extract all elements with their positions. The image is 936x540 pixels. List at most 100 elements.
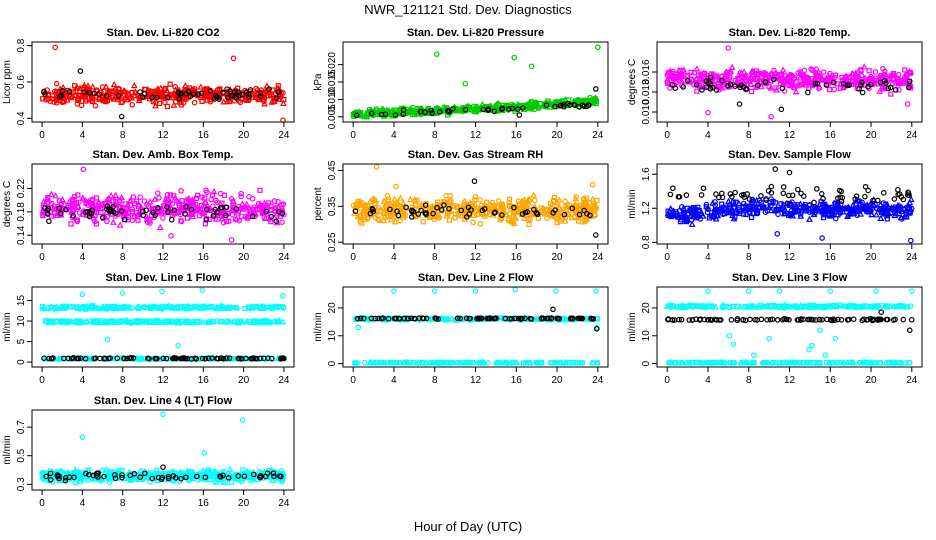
data-point [449,202,457,209]
data-point [52,192,59,199]
x-tick-label: 4 [391,375,397,386]
data-point [589,316,596,322]
data-point [196,213,203,219]
outlier-point [175,342,181,349]
data-point [368,110,375,117]
data-point [699,87,705,93]
data-point [578,202,586,209]
data-point [829,359,836,366]
y-tick-label: 15 [16,295,27,307]
y-tick-label: 1.2 [641,201,652,215]
y-tick-label: 20 [641,302,652,314]
data-point [861,358,869,366]
data-point [164,204,170,210]
data-point [819,199,827,207]
data-point [387,206,393,213]
data-point [580,195,587,202]
panel-title: Stan. Dev. Li-820 Temp. [729,27,851,39]
data-point [107,192,115,199]
data-point [176,200,182,206]
data-point [160,355,167,362]
data-point [378,315,385,322]
x-tick-label: 24 [906,130,918,141]
data-point [361,359,368,366]
data-point [56,205,62,212]
data-point [693,65,701,72]
data-point [387,216,395,223]
data-point [576,211,583,218]
data-point [680,84,687,90]
data-point [731,204,738,211]
data-point [260,355,267,361]
x-tick-label: 12 [784,375,796,386]
x-tick-label: 16 [198,130,210,141]
data-point [781,301,788,309]
data-point [707,80,714,87]
data-point [784,359,790,366]
data-point [436,215,443,221]
outlier-point [725,45,732,51]
x-tick-label: 0 [664,252,670,263]
data-point [260,203,266,209]
data-point [532,103,538,110]
data-point [856,359,863,366]
data-point [730,303,736,309]
data-point [55,210,61,216]
outlier-point [904,101,911,107]
data-point [560,360,567,366]
data-point [672,85,679,91]
x-tick-label: 20 [238,375,250,386]
data-point [236,98,242,104]
x-tick-label: 4 [391,252,397,263]
data-point [171,193,177,199]
data-point [49,317,57,325]
outlier-point [462,80,469,87]
y-tick-label: 0.22 [16,178,27,198]
data-point [268,98,276,105]
data-point [888,358,896,366]
data-point [195,91,202,97]
series-all [664,195,915,244]
data-point [249,196,256,202]
data-point [212,92,219,99]
data-point [71,199,79,206]
data-point [592,94,600,101]
data-point [696,72,702,78]
x-tick-label: 24 [278,252,290,263]
data-point [184,215,190,221]
data-point [266,86,272,92]
data-point [60,98,66,104]
data-point [784,200,791,207]
data-point [744,191,751,197]
data-point [558,102,564,109]
data-point [419,315,426,321]
y-tick-label: 10 [16,315,27,327]
data-point [392,112,399,118]
series-hourly [41,355,287,362]
data-point [872,69,879,75]
y-tick-label: 0 [327,360,338,366]
data-point [866,207,873,213]
data-point [102,83,110,90]
data-point [480,106,487,113]
data-point [63,206,69,213]
panel-points [350,44,601,120]
data-point [683,216,691,223]
x-tick-label: 20 [551,252,563,263]
data-point [729,211,736,219]
data-point [396,315,402,322]
data-point [866,75,874,83]
panel-points [39,411,287,486]
data-point [533,210,540,216]
data-point [140,212,147,219]
data-point [110,80,118,88]
x-tick-label: 4 [705,375,711,386]
data-point [553,198,561,205]
data-point [783,73,791,81]
data-point [478,315,485,322]
data-point [850,316,857,323]
data-point [401,315,408,322]
data-point [89,83,97,90]
data-point [519,211,526,217]
